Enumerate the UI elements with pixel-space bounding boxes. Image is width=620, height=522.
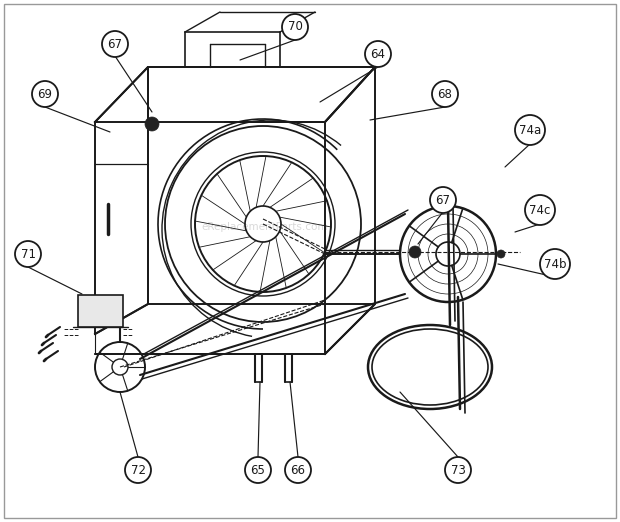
- FancyBboxPatch shape: [78, 295, 123, 327]
- Text: 66: 66: [291, 464, 306, 477]
- Circle shape: [432, 81, 458, 107]
- Text: 74a: 74a: [519, 124, 541, 136]
- Text: 74b: 74b: [544, 257, 566, 270]
- Text: 72: 72: [130, 464, 146, 477]
- Text: 69: 69: [37, 88, 53, 101]
- Circle shape: [145, 117, 159, 131]
- Circle shape: [409, 246, 421, 258]
- Circle shape: [285, 457, 311, 483]
- Circle shape: [102, 31, 128, 57]
- Circle shape: [282, 14, 308, 40]
- Circle shape: [245, 457, 271, 483]
- Text: 67: 67: [435, 194, 451, 207]
- Text: 74c: 74c: [529, 204, 551, 217]
- Circle shape: [32, 81, 58, 107]
- Text: 67: 67: [107, 38, 123, 51]
- Text: 71: 71: [20, 247, 35, 260]
- Circle shape: [540, 249, 570, 279]
- Text: 64: 64: [371, 48, 386, 61]
- Text: eReplacementParts.com: eReplacementParts.com: [202, 222, 328, 232]
- Circle shape: [430, 187, 456, 213]
- Text: 68: 68: [438, 88, 453, 101]
- Circle shape: [525, 195, 555, 225]
- Circle shape: [497, 250, 505, 258]
- Circle shape: [445, 457, 471, 483]
- Circle shape: [515, 115, 545, 145]
- Text: 70: 70: [288, 20, 303, 33]
- Circle shape: [125, 457, 151, 483]
- Circle shape: [365, 41, 391, 67]
- Circle shape: [15, 241, 41, 267]
- Text: 73: 73: [451, 464, 466, 477]
- Text: 65: 65: [250, 464, 265, 477]
